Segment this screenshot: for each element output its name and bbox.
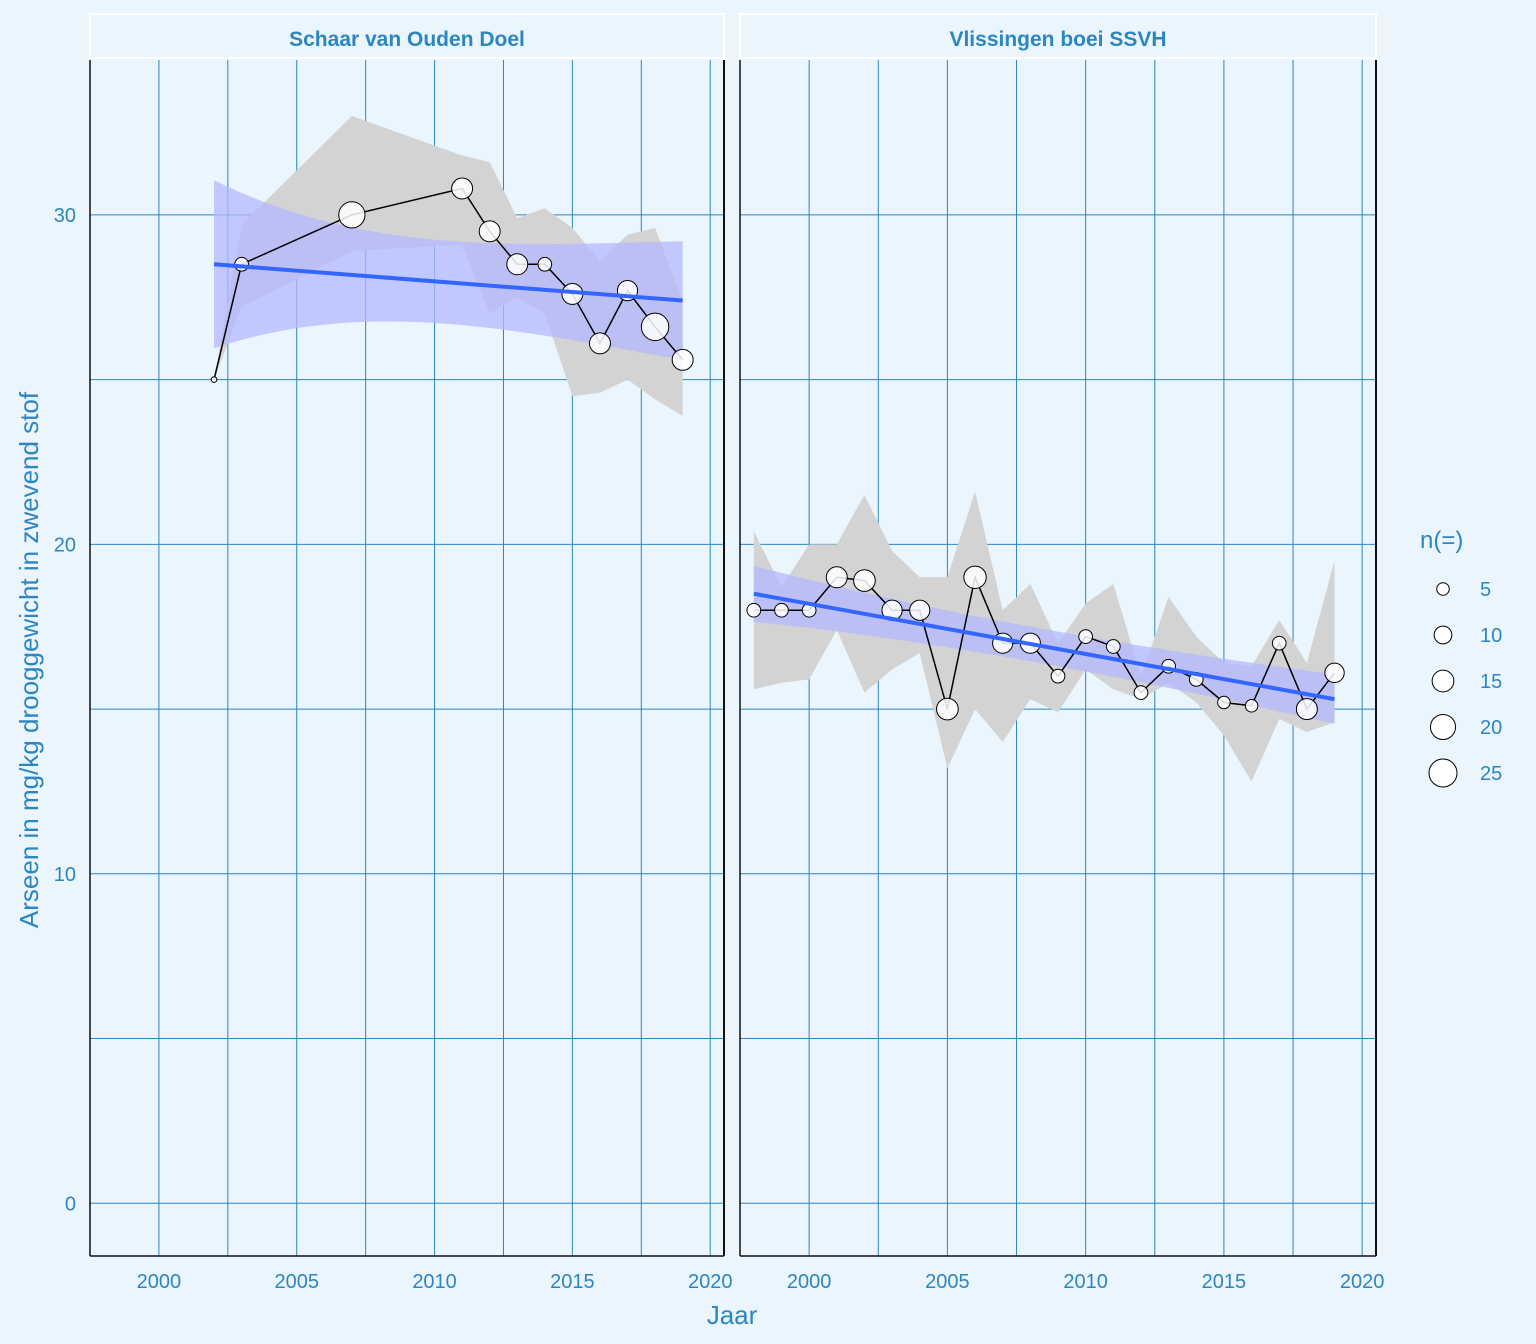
data-point (1217, 695, 1231, 710)
data-point (1105, 639, 1121, 654)
x-tick-label: 2015 (550, 1271, 595, 1293)
y-tick-label: 20 (54, 534, 76, 556)
legend-label: 15 (1480, 671, 1502, 693)
data-point (963, 565, 987, 589)
x-tick-label: 2005 (274, 1271, 319, 1293)
panel-strip (89, 13, 725, 59)
data-point (210, 376, 218, 383)
data-point (936, 697, 959, 721)
legend-key (1428, 758, 1458, 788)
data-point (537, 256, 553, 272)
legend-label: 5 (1480, 579, 1491, 601)
data-point (909, 599, 931, 621)
data-point (1271, 635, 1287, 651)
panel-strip (739, 13, 1377, 59)
data-point (1324, 662, 1345, 684)
x-axis-title: Jaar (707, 1300, 758, 1330)
trend-line (753, 591, 1335, 702)
legend-key (1431, 669, 1455, 693)
data-point (774, 602, 789, 618)
x-tick-label: 2005 (925, 1271, 970, 1293)
data-point (671, 348, 694, 371)
trend-line (213, 262, 683, 303)
data-point (1244, 699, 1259, 713)
panel-title: Vlissingen boei SSVH (949, 28, 1166, 51)
x-tick-label: 2000 (137, 1271, 182, 1293)
data-point (506, 253, 529, 276)
legend-label: 10 (1480, 625, 1502, 647)
legend-key (1429, 713, 1457, 741)
data-point (338, 201, 366, 229)
y-axis-title: Arseen in mg/kg drooggewicht in zwevend … (14, 391, 44, 928)
panel-title: Schaar van Ouden Doel (289, 28, 525, 51)
trend-confidence-band (214, 180, 683, 360)
data-point (825, 566, 848, 589)
uncertainty-band (214, 116, 683, 416)
x-tick-label: 2015 (1202, 1271, 1247, 1293)
legend-title: n(=) (1420, 527, 1463, 554)
data-point (451, 177, 474, 200)
x-tick-label: 2020 (1340, 1271, 1385, 1293)
data-point (1133, 685, 1149, 700)
data-point (746, 602, 762, 618)
legend-key (1436, 582, 1450, 596)
x-tick-label: 2000 (787, 1271, 832, 1293)
data-point (588, 332, 611, 355)
panel-vlissingen-boei-ssvh: Vlissingen boei SSVH 2000 2005 2010 2015 2020 (739, 13, 1385, 1293)
data-point (1295, 698, 1318, 721)
x-tick-label: 2020 (688, 1271, 733, 1293)
y-tick-label: 0 (65, 1193, 76, 1215)
data-point (478, 220, 501, 243)
observation-line (753, 574, 1336, 711)
legend-label: 25 (1480, 763, 1502, 785)
data-point (1050, 668, 1066, 684)
legend: n(=) 5 10 15 20 25 (1420, 527, 1502, 788)
x-tick-label: 2010 (1063, 1271, 1108, 1293)
data-point (1078, 629, 1094, 644)
legend-key (1433, 625, 1453, 645)
data-point (640, 312, 670, 342)
y-tick-label: 30 (54, 205, 76, 227)
x-tick-label: 2010 (412, 1271, 457, 1293)
data-point (853, 569, 876, 592)
y-tick-label: 10 (54, 864, 76, 886)
legend-label: 20 (1480, 717, 1502, 739)
